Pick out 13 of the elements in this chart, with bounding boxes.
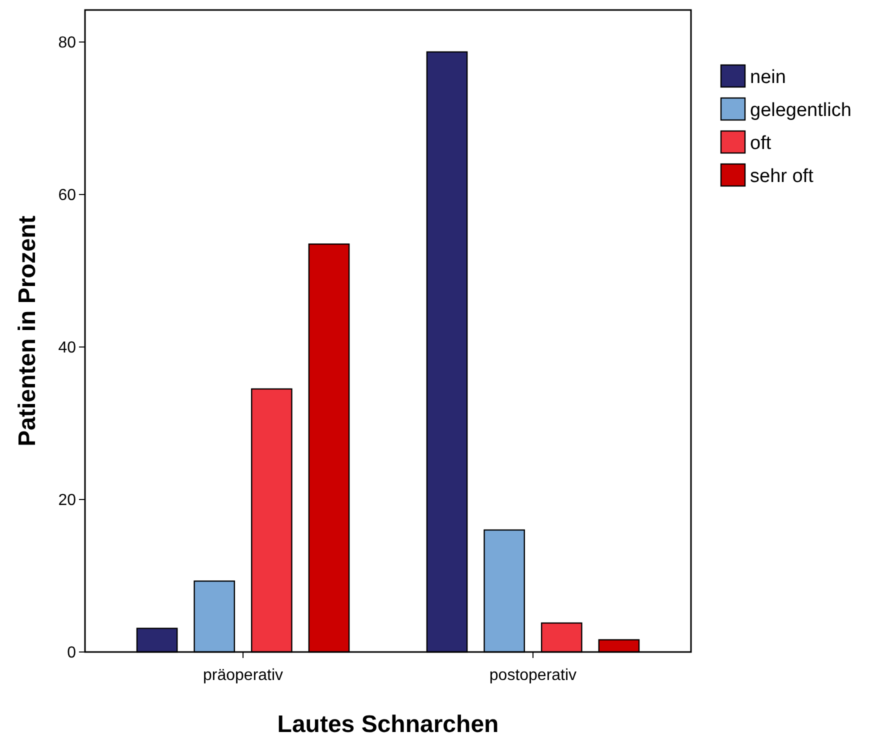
legend-label: nein (750, 67, 786, 88)
legend-label: sehr oft (750, 166, 814, 187)
x-axis-title: Lautes Schnarchen (277, 711, 499, 738)
legend-label: gelegentlich (750, 100, 852, 121)
y-axis-title: Patienten in Prozent (14, 216, 41, 446)
y-tick-label: 20 (58, 492, 76, 510)
legend-label: oft (750, 133, 772, 154)
y-tick-label: 0 (67, 644, 76, 662)
x-tick-label: postoperativ (489, 667, 577, 684)
y-tick-label: 60 (58, 187, 76, 204)
y-tick-label: 80 (58, 34, 76, 52)
x-tick-label: präoperativ (203, 667, 284, 684)
y-tick-label: 40 (58, 340, 76, 357)
